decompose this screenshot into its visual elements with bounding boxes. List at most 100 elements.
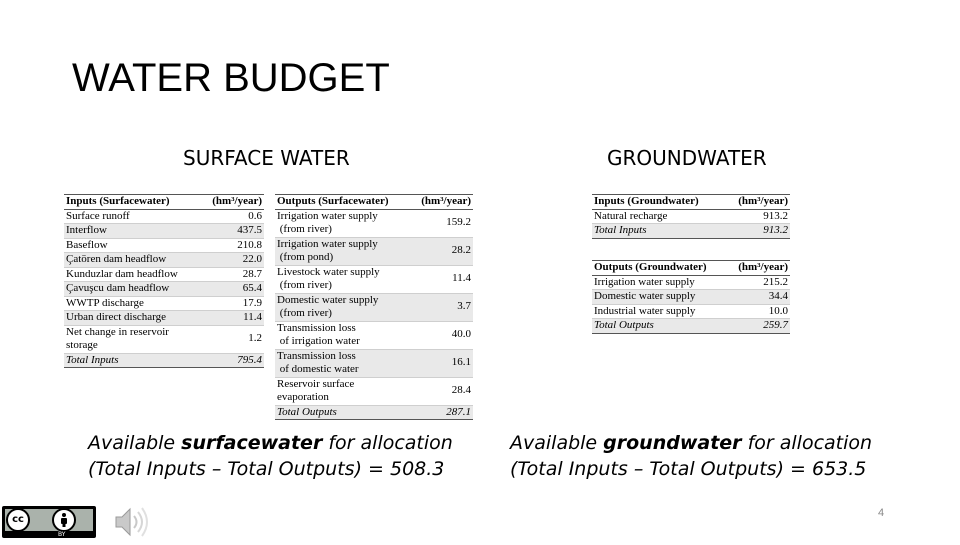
row-value: 65.4 [242, 282, 262, 294]
row-label-line: evaporation [277, 391, 329, 403]
table-row: Irrigation water supply (from pond) 28.2 [275, 237, 473, 265]
row-value: 28.4 [451, 384, 471, 397]
row-value: 210.8 [237, 238, 262, 251]
row-value: 22.0 [242, 253, 262, 265]
surface-outputs-table: Outputs (Surfacewater) (hm³/year) Irriga… [275, 194, 473, 420]
row-label-line: Transmission loss [277, 321, 356, 334]
row-value: 0.6 [248, 209, 262, 222]
table-row: Kunduzlar dam headflow 28.7 [64, 267, 264, 282]
surface-inputs-table: Inputs (Surfacewater) (hm³/year) Surface… [64, 194, 264, 368]
groundwater-caption: Available groundwater for allocation (To… [510, 430, 872, 482]
row-label-line: Domestic water supply [277, 293, 379, 306]
caption-formula: (Total Inputs – Total Outputs) = 653.5 [510, 458, 867, 480]
cc-by-license-badge[interactable]: cc BY [2, 506, 96, 538]
row-label: Interflow [66, 224, 107, 236]
total-value: 259.7 [727, 318, 790, 334]
table-header-row: Inputs (Surfacewater) (hm³/year) [64, 194, 264, 209]
total-label: Total Outputs [275, 405, 411, 420]
caption-emphasis: groundwater [603, 432, 742, 454]
row-label: Domestic water supply (from river) [275, 293, 410, 321]
page-number: 4 [878, 507, 885, 519]
table-row: Natural recharge 913.2 [592, 209, 790, 224]
column-header: (hm³/year) [421, 195, 471, 207]
row-value: 437.5 [237, 224, 262, 236]
row-value: 28.2 [451, 244, 471, 257]
table-row: Domestic water supply (from river) 3.7 [275, 293, 473, 321]
total-row: Total Outputs 259.7 [592, 318, 790, 334]
table-row: Domestic water supply 34.4 [592, 289, 790, 304]
row-label: Natural recharge [594, 209, 668, 222]
column-header: (hm³/year) [738, 261, 788, 273]
surface-water-heading: SURFACE WATER [183, 146, 350, 170]
caption-text: for allocation [741, 432, 873, 454]
row-label-line: of domestic water [279, 363, 359, 375]
row-value: 40.0 [451, 328, 471, 341]
total-label: Total Inputs [592, 223, 725, 239]
row-value: 159.2 [446, 216, 471, 229]
row-label: Transmission loss of domestic water [275, 349, 410, 377]
row-label-line: (from river) [279, 279, 332, 291]
table-row: Interflow 437.5 [64, 223, 264, 238]
row-label: Net change in reservoir storage [64, 325, 201, 353]
row-label: Surface runoff [66, 209, 130, 222]
table-row: Net change in reservoir storage 1.2 [64, 325, 264, 353]
groundwater-outputs-table: Outputs (Groundwater) (hm³/year) Irrigat… [592, 260, 790, 334]
row-label-line: Irrigation water supply [277, 209, 378, 222]
table-header-row: Outputs (Groundwater) (hm³/year) [592, 260, 790, 275]
row-value: 913.2 [763, 209, 788, 222]
table-row: Reservoir surface evaporation 28.4 [275, 377, 473, 405]
column-header: (hm³/year) [212, 195, 262, 207]
table-row: Irrigation water supply (from river) 159.… [275, 209, 473, 237]
row-label: Irrigation water supply (from river) [275, 209, 410, 237]
table-row: WWTP discharge 17.9 [64, 296, 264, 311]
table-header-row: Outputs (Surfacewater) (hm³/year) [275, 194, 473, 209]
table-row: Irrigation water supply 215.2 [592, 275, 790, 290]
row-label-line: Reservoir surface [277, 377, 355, 390]
row-label-line: Transmission loss [277, 349, 356, 362]
table-header-row: Inputs (Groundwater) (hm³/year) [592, 194, 790, 209]
row-label: Domestic water supply [594, 290, 696, 302]
row-value: 16.1 [451, 356, 471, 369]
row-label: Irrigation water supply [594, 275, 695, 288]
table-row: Çavuşcu dam headflow 65.4 [64, 281, 264, 296]
speaker-icon[interactable] [112, 504, 152, 545]
groundwater-inputs-table: Inputs (Groundwater) (hm³/year) Natural … [592, 194, 790, 239]
row-label: WWTP discharge [66, 296, 144, 309]
table-row: Urban direct discharge 11.4 [64, 310, 264, 325]
row-label-line: (from pond) [279, 251, 334, 263]
table-row: Transmission loss of domestic water 16.1 [275, 349, 473, 377]
table-row: Transmission loss of irrigation water 40.… [275, 321, 473, 349]
table-row: Livestock water supply (from river) 11.4 [275, 265, 473, 293]
total-row: Total Outputs 287.1 [275, 405, 473, 420]
groundwater-heading: GROUNDWATER [607, 146, 767, 170]
column-header: Inputs (Groundwater) [594, 195, 699, 207]
table-row: Surface runoff 0.6 [64, 209, 264, 224]
caption-emphasis: surfacewater [181, 432, 323, 454]
row-label: Çatören dam headflow [66, 253, 167, 265]
row-label: Urban direct discharge [66, 311, 166, 323]
row-value: 17.9 [242, 296, 262, 309]
row-label-line: Livestock water supply [277, 265, 380, 278]
caption-text: for allocation [322, 432, 453, 454]
row-label-line: (from river) [279, 307, 332, 319]
column-header: Outputs (Groundwater) [594, 261, 707, 273]
row-value: 11.4 [243, 311, 262, 323]
row-label: Transmission loss of irrigation water [275, 321, 410, 349]
row-value: 1.2 [248, 332, 262, 345]
surface-caption: Available surfacewater for allocation (T… [88, 430, 453, 482]
row-label: Livestock water supply (from river) [275, 265, 410, 293]
license-by-label: BY [58, 531, 66, 538]
table-row: Industrial water supply 10.0 [592, 304, 790, 319]
total-value: 913.2 [724, 223, 790, 239]
row-label-line: (from river) [279, 223, 332, 235]
column-header: Inputs (Surfacewater) [66, 195, 170, 207]
table-row: Çatören dam headflow 22.0 [64, 252, 264, 267]
cc-icon: cc [6, 508, 30, 532]
row-value: 34.4 [768, 290, 788, 302]
row-value: 11.4 [452, 272, 471, 285]
column-header: (hm³/year) [738, 195, 788, 207]
row-label: Reservoir surface evaporation [275, 377, 410, 405]
caption-text: Available [510, 432, 604, 454]
row-label-line: Irrigation water supply [277, 237, 378, 250]
total-value: 287.1 [410, 405, 473, 420]
